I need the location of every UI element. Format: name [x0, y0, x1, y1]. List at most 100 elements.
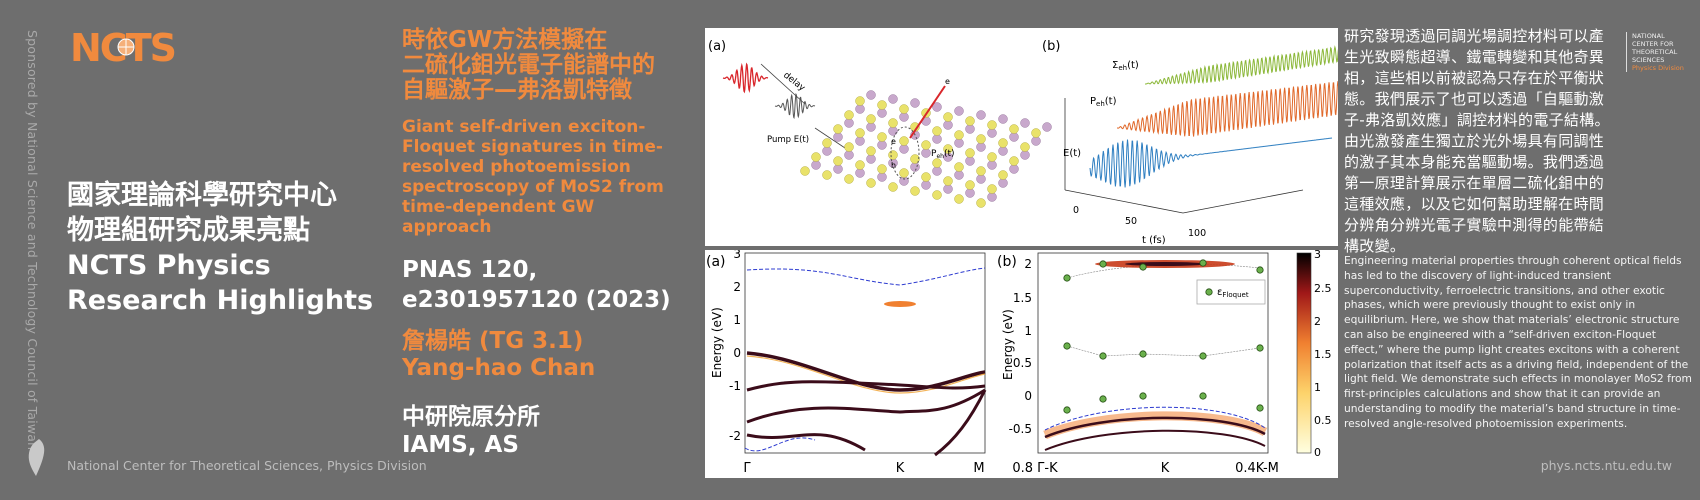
molybdenum-atom	[877, 108, 887, 118]
cbar-tick: 0	[1314, 446, 1321, 459]
center-name-line3: NCTS Physics	[67, 250, 271, 281]
molybdenum-atom	[976, 110, 986, 120]
panel-b-frame	[1037, 252, 1269, 454]
molybdenum-atom	[954, 138, 964, 148]
sulfur-atom	[998, 170, 1008, 180]
molybdenum-atom	[987, 192, 997, 202]
title-en-line3: resolved photoemission	[402, 157, 631, 177]
sulfur-atom	[921, 172, 931, 182]
a-ytick: 1	[733, 313, 741, 327]
tick-50: 50	[1125, 216, 1137, 227]
molybdenum-atom	[1009, 132, 1019, 142]
molybdenum-atom	[976, 142, 986, 152]
center-name-line1: 國家理論科學研究中心	[67, 180, 337, 211]
affiliation: 中研院原分所 IAMS, AS	[402, 403, 540, 459]
molybdenum-atom	[965, 124, 975, 134]
sulfur-atom	[910, 154, 920, 164]
sulfur-atom	[943, 112, 953, 122]
molybdenum-atom	[877, 172, 887, 182]
pump-pulse-red	[722, 62, 769, 94]
molybdenum-atom	[888, 126, 898, 136]
b-xtick: 0.4K-M	[1235, 461, 1279, 476]
molybdenum-atom	[844, 150, 854, 160]
cbar-tick: 2	[1314, 315, 1321, 328]
sulfur-atom	[976, 198, 986, 208]
molybdenum-atom	[976, 174, 986, 184]
author-line1: 詹楊皓 (TG 3.1)	[402, 328, 584, 354]
a-xtick: K	[896, 461, 905, 476]
molybdenum-atom	[1009, 164, 1019, 174]
sulfur-atom	[844, 142, 854, 152]
title-en-line1: Giant self-driven exciton-	[402, 117, 646, 137]
a-ytick: 2	[733, 280, 741, 294]
paper-title-en: Giant self-driven exciton- Floquet signa…	[402, 117, 702, 237]
polarization-label: Peh(t)	[931, 149, 955, 160]
xlabel-time: t (fs)	[1142, 235, 1166, 246]
electron-emission-arrow	[909, 85, 946, 139]
b-ytick: 0.5	[1013, 356, 1032, 370]
a-xtick: M	[973, 461, 984, 476]
abstract-en: Engineering material properties through …	[1344, 254, 1692, 430]
b-ytick: 0	[1024, 389, 1032, 403]
sulfur-atom	[833, 124, 843, 134]
sulfur-atom	[844, 174, 854, 184]
title-en-line5: time-dependent GW	[402, 197, 595, 217]
sulfur-atom	[833, 156, 843, 166]
et-label: E(t)	[1063, 148, 1081, 159]
ylabel-a: Energy (eV)	[710, 307, 724, 378]
molybdenum-atom	[855, 168, 865, 178]
title-en-line2: Floquet signatures in time-	[402, 137, 663, 157]
fig-top-b-label: (b)	[1042, 39, 1060, 54]
molybdenum-atom	[833, 132, 843, 142]
sulfur-atom	[1009, 124, 1019, 134]
molybdenum-atom	[998, 146, 1008, 156]
fig-bot-b-label: (b)	[997, 254, 1017, 270]
center-name-line2: 物理組研究成果亮點	[67, 215, 310, 246]
panel-a-frame	[744, 252, 986, 454]
affiliation-line2: IAMS, AS	[402, 432, 519, 458]
legend-label: εFloquet	[1217, 287, 1249, 299]
sulfur-atom	[888, 118, 898, 128]
sulfur-atom	[877, 100, 887, 110]
sulfur-atom	[822, 138, 832, 148]
a-ytick: 3	[733, 250, 741, 261]
p-eh-trace	[1117, 81, 1340, 137]
center-name-line4: Research Highlights	[67, 285, 374, 316]
sigma-label: Σeh(t)	[1112, 60, 1139, 72]
molybdenum-atom	[987, 160, 997, 170]
peh-label: Peh(t)	[1090, 96, 1117, 108]
sulfur-atom	[932, 190, 942, 200]
mos2-lattice	[800, 90, 1052, 208]
floquet-markers	[1063, 259, 1264, 414]
footer-organization: National Center for Theoretical Sciences…	[67, 458, 427, 473]
ylabel-b: Energy (eV)	[1001, 309, 1015, 380]
delay-label: delay	[781, 70, 807, 93]
molybdenum-atom	[943, 120, 953, 130]
sulfur-atom	[987, 152, 997, 162]
molybdenum-atom	[998, 178, 1008, 188]
molybdenum-atom	[1042, 122, 1052, 132]
b-xtick: 0.8 Γ-K	[1012, 461, 1058, 476]
molybdenum-atom	[822, 146, 832, 156]
ncts-mini-line: NATIONAL	[1632, 32, 1665, 40]
molybdenum-atom	[921, 180, 931, 190]
molybdenum-atom	[954, 106, 964, 116]
journal-line1: PNAS 120,	[402, 257, 538, 283]
figure-bottom-svg: (a) (b) Energy (eV) 3 2 1 0 -1 -2 Γ K M …	[706, 247, 1332, 476]
molybdenum-atom	[910, 98, 920, 108]
taiwan-map-icon	[28, 439, 45, 476]
author-line2: Yang-hao Chan	[402, 355, 596, 381]
ncts-mini-line: SCIENCES	[1632, 56, 1665, 64]
pump-pulse-grey	[774, 92, 816, 120]
sulfur-atom	[932, 158, 942, 168]
figure-bottom: (a) (b) Energy (eV) 3 2 1 0 -1 -2 Γ K M …	[705, 247, 1338, 478]
electron-label: e	[891, 137, 896, 146]
abstract-zh: 研究發現透過同調光場調控材料可以產生光致瞬態超導、鐵電轉變和其他奇異相，這些相以…	[1344, 27, 1610, 255]
b-ytick: 1	[1024, 324, 1032, 338]
title-en-line6: approach	[402, 217, 492, 237]
sponsor-text: Sponsored by National Science and Techno…	[25, 30, 40, 451]
sulfur-atom	[954, 194, 964, 204]
sulfur-atom	[866, 146, 876, 156]
sulfur-atom	[1031, 128, 1041, 138]
sulfur-atom	[800, 166, 810, 176]
